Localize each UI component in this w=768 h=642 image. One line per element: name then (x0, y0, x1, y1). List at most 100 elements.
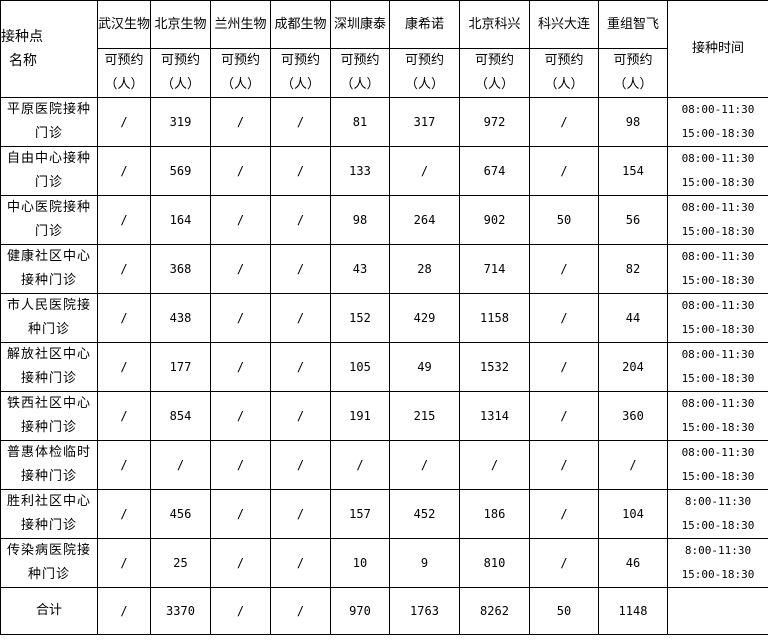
available-count: / (529, 146, 599, 196)
vaccination-time: 08:00-11:30 15:00-18:30 (667, 391, 768, 441)
time-morning: 08:00-11:30 (681, 299, 755, 312)
table-row: 传染病医院接种门诊/25//10 9 810/46 8:00-11:30 15:00-1… (0, 538, 768, 588)
vaccine-header: 北京生物 (150, 0, 211, 49)
vaccination-time: 08:00-11:30 15:00-18:30 (667, 293, 768, 343)
available-count: / (150, 440, 211, 490)
available-count: / (97, 244, 151, 294)
available-count: 429 (389, 293, 460, 343)
time-afternoon: 15:00-18:30 (681, 372, 755, 385)
available-count: / (389, 146, 460, 196)
vaccination-time: 08:00-11:30 15:00-18:30 (667, 342, 768, 392)
available-count: / (459, 440, 530, 490)
available-count: 82 (598, 244, 668, 294)
available-label: 可预约 (104, 53, 144, 68)
available-count: / (529, 538, 599, 588)
total-count: / (210, 587, 271, 635)
available-count: 317 (389, 97, 460, 147)
available-count: 28 (389, 244, 460, 294)
available-count: 215 (389, 391, 460, 441)
available-count: 972 (459, 97, 530, 147)
available-count: / (210, 244, 271, 294)
table-row: 平原医院接种门诊/319//81 317 972/98 08:00-11:30 15:0… (0, 97, 768, 147)
total-row: 合计/3370//970 1763 8262 50 1148 (0, 587, 768, 635)
available-count: 452 (389, 489, 460, 539)
vaccination-time: 08:00-11:30 15:00-18:30 (667, 440, 768, 490)
available-count: / (97, 489, 151, 539)
available-count: / (270, 244, 331, 294)
vaccine-header: 武汉生物 (97, 0, 151, 49)
vaccination-time: 08:00-11:30 15:00-18:30 (667, 97, 768, 147)
available-header: 可预约 （人） (459, 48, 530, 98)
vaccination-time: 08:00-11:30 15:00-18:30 (667, 195, 768, 245)
available-label: 可预约 (220, 53, 260, 68)
site-name: 健康社区中心接种门诊 (0, 244, 98, 294)
available-header: 可预约 （人） (270, 48, 331, 98)
time-morning: 8:00-11:30 (684, 495, 752, 508)
time-afternoon: 15:00-18:30 (681, 225, 755, 238)
available-count: / (529, 440, 599, 490)
vaccine-header: 北京科兴 (459, 0, 530, 49)
site-name: 普惠体检临时接种门诊 (0, 440, 98, 490)
available-count: / (389, 440, 460, 490)
total-count: 3370 (150, 587, 211, 635)
total-count: 1763 (389, 587, 460, 635)
available-header: 可预约 （人） (598, 48, 668, 98)
site-name: 平原医院接种门诊 (0, 97, 98, 147)
available-count: 164 (150, 195, 211, 245)
available-count: 10 (330, 538, 390, 588)
available-count: / (210, 293, 271, 343)
available-count: 186 (459, 489, 530, 539)
total-count: 970 (330, 587, 390, 635)
time-afternoon: 15:00-18:30 (681, 274, 755, 287)
available-count: / (598, 440, 668, 490)
available-count: / (270, 440, 331, 490)
available-count: / (270, 146, 331, 196)
available-count: 105 (330, 342, 390, 392)
available-count: 50 (529, 195, 599, 245)
available-count: / (210, 538, 271, 588)
time-morning: 08:00-11:30 (681, 103, 755, 116)
available-count: / (529, 97, 599, 147)
available-count: / (210, 342, 271, 392)
table-row: 健康社区中心接种门诊/368//43 28 714/82 08:00-11:30 15:… (0, 244, 768, 294)
available-count: 456 (150, 489, 211, 539)
available-count: 46 (598, 538, 668, 588)
available-count: / (97, 293, 151, 343)
vaccine-header: 科兴大连 (529, 0, 599, 49)
available-label: 可预约 (613, 53, 653, 68)
available-count: 25 (150, 538, 211, 588)
available-count: 319 (150, 97, 211, 147)
available-count: / (270, 489, 331, 539)
available-count: 9 (389, 538, 460, 588)
available-count: 104 (598, 489, 668, 539)
available-count: 854 (150, 391, 211, 441)
vaccine-header: 成都生物 (270, 0, 331, 49)
available-count: / (97, 97, 151, 147)
vaccination-time: 8:00-11:30 15:00-18:30 (667, 489, 768, 539)
time-morning: 08:00-11:30 (681, 250, 755, 263)
table-row: 中心医院接种门诊/164//98 264 902 50 56 08:00-11:30 15:… (0, 195, 768, 245)
total-time-empty (667, 587, 768, 635)
site-name: 传染病医院接种门诊 (0, 538, 98, 588)
time-morning: 8:00-11:30 (684, 544, 752, 557)
total-label: 合计 (0, 587, 98, 635)
available-count: 1158 (459, 293, 530, 343)
time-afternoon: 15:00-18:30 (681, 568, 755, 581)
available-header: 可预约 （人） (97, 48, 151, 98)
available-count: 1532 (459, 342, 530, 392)
vaccine-header: 重组智飞 (598, 0, 668, 49)
total-count: 8262 (459, 587, 530, 635)
available-count: 1314 (459, 391, 530, 441)
people-unit-label: （人） (280, 77, 320, 92)
site-name: 铁西社区中心接种门诊 (0, 391, 98, 441)
available-count: / (270, 342, 331, 392)
site-name: 市人民医院接种门诊 (0, 293, 98, 343)
available-count: / (529, 391, 599, 441)
time-afternoon: 15:00-18:30 (681, 470, 755, 483)
available-count: / (529, 489, 599, 539)
available-count: / (270, 293, 331, 343)
available-count: 98 (598, 97, 668, 147)
available-count: 157 (330, 489, 390, 539)
available-count: 154 (598, 146, 668, 196)
